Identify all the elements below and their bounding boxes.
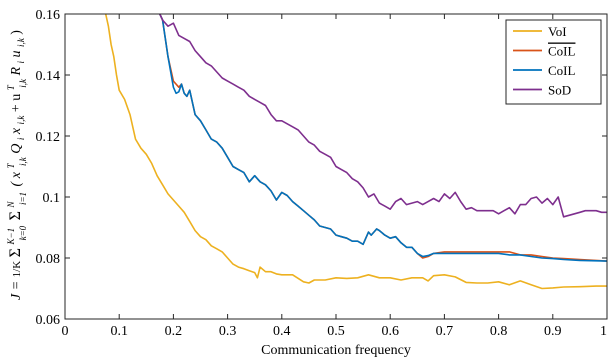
legend-label: SoD [548,83,571,98]
y-axis-label-frac: 1/K [11,261,23,278]
y-axis-label-q-sub: i [16,137,26,140]
svg-text:J = 1/K Σ: J = 1/K Σ K−1 k=0 Σ N i=1 ( x T i,k Q i … [3,30,30,300]
y-axis-label-sum-k: Σ [7,248,24,257]
x-tick-label: 0.6 [381,324,399,339]
y-axis-label-r: R [9,67,24,77]
x-tick-label: 0.4 [273,324,291,339]
y-axis-label-x2-sub: i,k [16,115,26,125]
x-tick-label: 1 [600,324,607,339]
y-tick-label: 0.12 [36,130,61,145]
y-axis-label-sum-i-upper: N [6,201,16,209]
legend-label: VoI [548,24,567,39]
y-axis-label-x-sup: T [6,163,16,169]
x-tick-label: 0.9 [544,324,562,339]
y-axis-label-r-sub: i [16,60,26,63]
y-axis-label-sum-k-limits: K−1 [6,228,16,246]
y-axis-label-j: J = [9,277,24,300]
y-axis-label-x-sub: i,k [18,156,28,166]
x-tick-label: 0.7 [436,324,454,339]
y-axis-label-x2: x [9,127,24,135]
y-axis-label-sum-i-lower: i=1 [18,192,28,205]
y-axis-label-q: Q [9,144,24,154]
y-axis-label-u-sup: T [6,84,16,90]
x-tick-label: 0 [62,324,69,339]
legend-label: CoIL [548,63,576,78]
y-axis-label-sum-i: Σ [7,211,24,220]
y-axis-label-u2-sub: i,k [16,37,26,47]
x-tick-label: 0.3 [219,324,237,339]
y-tick-label: 0.14 [36,69,61,84]
y-tick-label: 0.1 [43,191,61,206]
y-axis-label: J = 1/K Σ K−1 k=0 Σ N i=1 ( x T i,k Q i … [3,30,30,300]
y-tick-label: 0.06 [36,313,61,328]
y-tick-label: 0.08 [36,252,61,267]
y-tick-label: 0.16 [36,8,61,23]
legend-label: CoIL [548,44,576,59]
x-axis-label: Communication frequency [261,343,411,358]
y-axis-label-sum-k-lower: k=0 [18,225,28,240]
y-axis-label-body: ( x [9,171,24,186]
x-tick-label: 0.1 [110,324,128,339]
y-axis-label-u-sub: i,k [18,78,28,88]
x-tick-label: 0.2 [165,324,183,339]
x-tick-label: 0.5 [327,324,345,339]
y-axis-label-plus: + u [9,94,24,112]
y-axis-label-u2: u [9,50,24,57]
y-axis-label-close: ) [9,30,24,35]
x-tick-label: 0.8 [490,324,508,339]
